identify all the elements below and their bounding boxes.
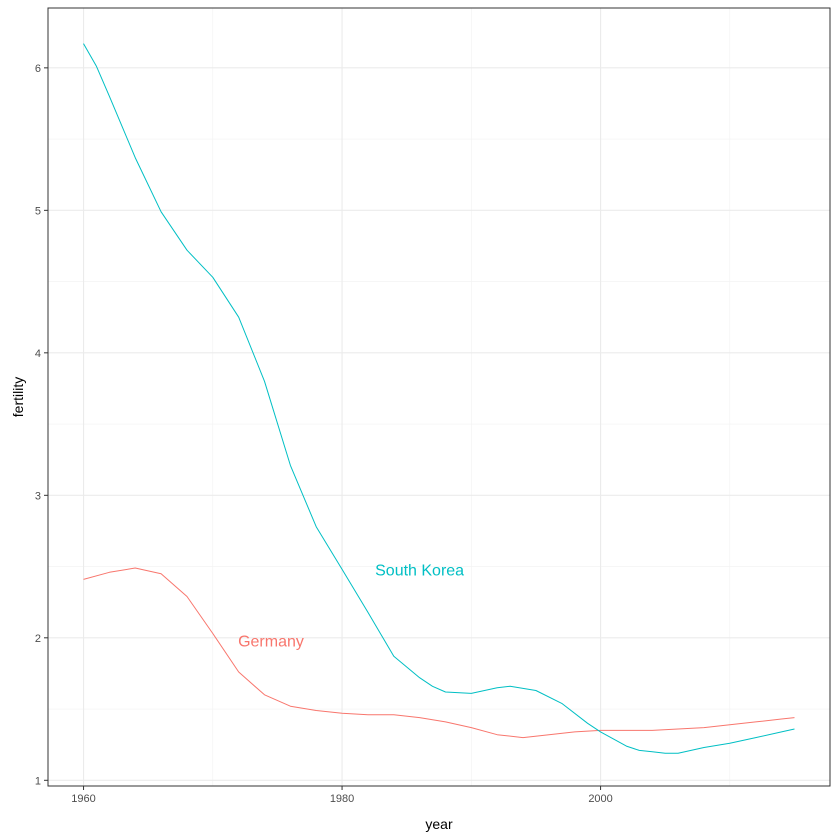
y-axis-ticks: 1 2 3 4 5 6 — [35, 63, 48, 787]
minor-gridlines — [48, 8, 830, 786]
x-tick-label: 1980 — [330, 793, 354, 805]
series-lines — [83, 43, 795, 754]
x-axis-ticks: 1960 1980 2000 — [71, 786, 613, 805]
panel-border — [47, 7, 831, 787]
major-gridlines — [48, 8, 830, 786]
y-tick-label: 5 — [35, 205, 41, 217]
y-axis-title: fertility — [10, 377, 26, 417]
y-tick-label: 2 — [35, 633, 41, 645]
series-line-south-korea — [83, 43, 795, 754]
series-line-germany — [83, 567, 795, 739]
series-labels: Germany South Korea — [238, 562, 464, 650]
y-tick-label: 3 — [35, 490, 41, 502]
series-label-south-korea: South Korea — [375, 562, 464, 579]
y-tick-label: 4 — [35, 348, 41, 360]
x-axis-title: year — [425, 816, 453, 832]
x-tick-label: 2000 — [588, 793, 612, 805]
y-tick-label: 1 — [35, 775, 41, 787]
y-tick-label: 6 — [35, 63, 41, 75]
x-tick-label: 1960 — [71, 793, 95, 805]
series-label-germany: Germany — [238, 634, 304, 651]
